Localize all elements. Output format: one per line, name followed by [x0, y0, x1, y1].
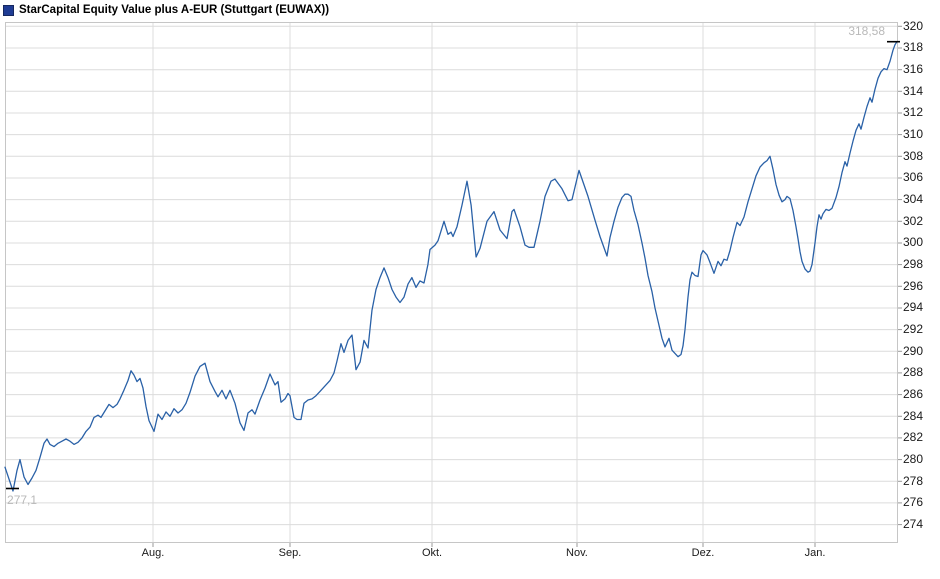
- plot-area: [4, 22, 902, 547]
- y-tick-label: 306: [903, 170, 924, 185]
- y-tick-label: 276: [903, 495, 924, 510]
- y-tick-label: 288: [903, 365, 924, 380]
- y-tick-label: 318: [903, 40, 924, 55]
- y-tick-label: 280: [903, 452, 924, 467]
- y-axis-right: 274 276 278 280 282 284 286 288 290 292 294 296 298 3…: [903, 0, 939, 579]
- chart-title: StarCapital Equity Value plus A-EUR (Stu…: [19, 4, 330, 16]
- y-tick-label: 312: [903, 105, 924, 120]
- y-tick-label: 314: [903, 83, 924, 98]
- chart-header: StarCapital Equity Value plus A-EUR (Stu…: [3, 3, 329, 17]
- y-tick-label: 316: [903, 62, 924, 77]
- period-low-label: 277,1: [7, 493, 38, 507]
- y-tick-label: 278: [903, 473, 924, 488]
- y-tick-label: 308: [903, 148, 924, 163]
- y-tick-label: 304: [903, 192, 924, 207]
- x-axis-months: Aug. Sep. Okt. Nov. Dez. Jan.: [0, 547, 940, 563]
- y-tick-label: 282: [903, 430, 924, 445]
- y-tick-label: 302: [903, 213, 924, 228]
- price-line: [4, 41, 898, 492]
- y-tick-label: 274: [903, 517, 924, 532]
- y-tick-label: 284: [903, 408, 924, 423]
- x-tick-label: Sep.: [278, 547, 302, 559]
- x-tick-label: Okt.: [421, 547, 443, 559]
- plot-border: [5, 22, 898, 543]
- y-tick-label: 290: [903, 343, 924, 358]
- y-tick-label: 310: [903, 127, 924, 142]
- y-tick-label: 294: [903, 300, 924, 315]
- y-tick-label: 300: [903, 235, 924, 250]
- y-tick-label: 292: [903, 322, 924, 337]
- price-line-chart: [4, 22, 902, 547]
- x-tick-label: Jan.: [804, 547, 826, 559]
- x-tick-label: Dez.: [691, 547, 715, 559]
- y-tick-label: 286: [903, 387, 924, 402]
- x-tick-label: Nov.: [566, 547, 588, 559]
- y-tick-label: 296: [903, 278, 924, 293]
- y-tick-label: 298: [903, 257, 924, 272]
- last-price-label: 318,58: [848, 23, 886, 38]
- x-tick-label: Aug.: [141, 547, 165, 559]
- series-legend-marker-icon: [3, 4, 14, 16]
- y-tick-label: 320: [903, 18, 924, 33]
